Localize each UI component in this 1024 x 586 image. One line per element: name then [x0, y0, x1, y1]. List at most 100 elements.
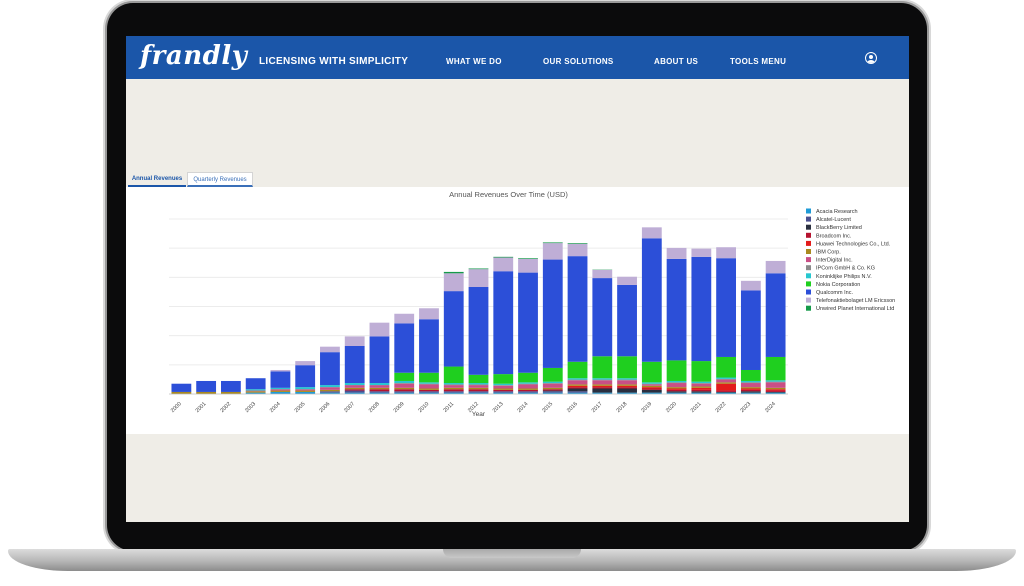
bar-segment — [592, 380, 613, 385]
revenue-tabs: Annual Revenues Quarterly Revenues — [126, 172, 909, 187]
bar-segment — [666, 382, 687, 384]
bar-segment — [617, 380, 637, 385]
legend-label: InterDigital Inc. — [816, 258, 853, 264]
bar-segment — [493, 392, 514, 394]
bar-segment — [567, 388, 588, 392]
nav-link-what-we-do[interactable]: WHAT WE DO — [446, 57, 502, 66]
bar-segment — [641, 392, 662, 394]
bar-segment — [716, 378, 737, 380]
tab-annual-revenues[interactable]: Annual Revenues — [128, 172, 186, 187]
bar-segment — [270, 387, 291, 390]
bar-segment — [369, 387, 390, 390]
bar-segment — [443, 389, 464, 392]
bar-segment — [443, 273, 464, 292]
bar-segment — [542, 381, 563, 384]
bar-segment — [493, 385, 514, 389]
bar-segment — [592, 388, 613, 393]
bar-segment — [765, 380, 786, 382]
legend-swatch — [806, 305, 811, 311]
nav-link-our-solutions[interactable]: OUR SOLUTIONS — [543, 57, 614, 66]
bar-segment — [641, 361, 662, 383]
legend-label: Telefonaktiebolaget LM Ericsson — [816, 298, 895, 304]
bar-segment — [196, 391, 217, 394]
bar-segment — [740, 387, 761, 389]
user-circle-icon[interactable] — [865, 52, 877, 64]
bar-segment — [641, 383, 662, 385]
bar-segment — [369, 385, 390, 388]
bar-segment — [592, 387, 613, 389]
bar-segment — [419, 391, 439, 393]
bar-segment — [443, 387, 464, 390]
bar-segment — [765, 390, 786, 392]
tab-quarterly-revenues[interactable]: Quarterly Revenues — [187, 172, 253, 187]
bar-segment — [542, 259, 563, 368]
bar-segment — [419, 384, 439, 389]
bar-segment — [493, 389, 514, 392]
bar-segment — [592, 378, 613, 380]
bar-segment — [666, 258, 687, 361]
bar-segment — [740, 382, 761, 384]
bar-segment — [592, 379, 613, 381]
bar-segment — [716, 392, 737, 394]
bar-segment — [443, 383, 464, 385]
bar-segment — [443, 392, 464, 394]
bar-segment — [518, 258, 538, 273]
x-tick-label: 2005 — [294, 401, 307, 414]
bar-segment — [542, 392, 563, 394]
bar-segment — [394, 380, 415, 384]
bar-segment — [666, 392, 687, 394]
bar-segment — [518, 383, 538, 385]
bar-segment — [468, 392, 489, 394]
bar-segment — [344, 387, 365, 390]
bar-segment — [344, 336, 365, 346]
bar-segment — [765, 392, 786, 394]
bar-segment — [765, 260, 786, 274]
bar-segment — [567, 361, 588, 379]
legend-label: Acacia Research — [816, 209, 858, 215]
bar-segment — [641, 389, 662, 393]
nav-link-tools-menu[interactable]: TOOLS MENU — [730, 57, 787, 66]
user-icon-head — [869, 54, 873, 59]
bar-segment — [666, 247, 687, 259]
bar-segment — [666, 387, 687, 389]
bar-segment — [493, 385, 514, 386]
bar-segment — [740, 380, 761, 383]
bar-segment — [344, 383, 365, 386]
bar-segment — [419, 383, 439, 385]
bar-segment — [691, 392, 712, 394]
bar-segment — [344, 390, 365, 393]
bar-segment — [171, 383, 192, 392]
x-tick-label: 2015 — [541, 401, 554, 414]
brand-logo[interactable]: frandly — [140, 41, 248, 71]
bar-segment — [567, 391, 588, 393]
bar-segment — [740, 388, 761, 390]
bar-segment — [666, 391, 687, 393]
bar-segment — [270, 390, 291, 392]
bar-segment — [765, 389, 786, 391]
bar-segment — [270, 371, 291, 388]
bar-segment — [320, 392, 340, 394]
bar-segment — [419, 319, 439, 373]
bar-segment — [567, 380, 588, 385]
bar-segment — [295, 365, 316, 388]
bar-segment — [443, 271, 464, 274]
bar-segment — [369, 392, 390, 394]
bar-segment — [171, 391, 192, 394]
x-axis-label: Year — [472, 411, 486, 418]
legend-swatch — [806, 216, 811, 222]
bar-segment — [691, 386, 712, 388]
bar-segment — [468, 389, 489, 392]
x-tick-label: 2017 — [591, 401, 604, 414]
bar-segment — [542, 390, 563, 392]
bar-segment — [518, 372, 538, 383]
bar-segment — [394, 389, 415, 392]
bar-segment — [617, 356, 637, 379]
bar-segment — [419, 382, 439, 384]
bar-segment — [740, 280, 761, 291]
bar-segment — [567, 243, 588, 244]
x-tick-label: 2003 — [244, 401, 257, 414]
bar-segment — [518, 384, 538, 389]
bar-segment — [592, 356, 613, 379]
nav-link-about-us[interactable]: ABOUT US — [654, 57, 699, 66]
bar-segment — [740, 290, 761, 370]
